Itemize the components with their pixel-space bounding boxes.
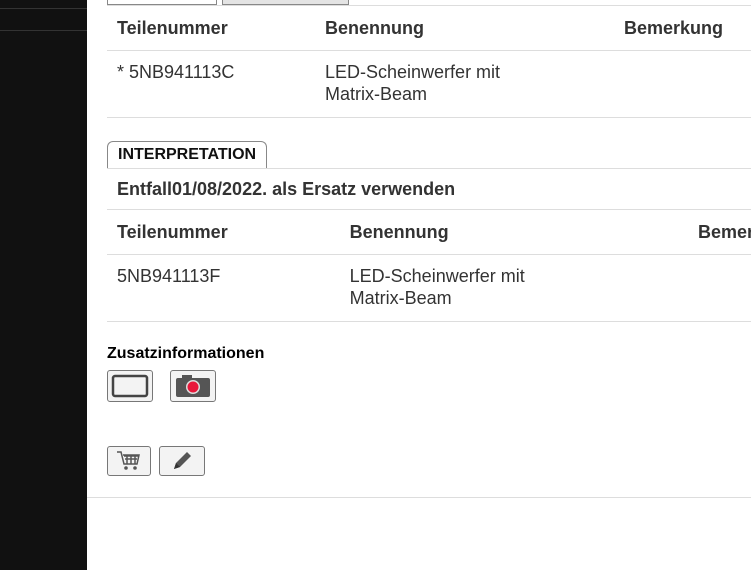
part-name: LED-Scheinwerfer mit Matrix-Beam bbox=[315, 50, 614, 118]
cart-button[interactable] bbox=[107, 446, 151, 476]
main-content: Teilenummer Benennung Bemerkung * 5NB94111… bbox=[87, 0, 751, 498]
part-name: LED-Scheinwerfer mit Matrix-Beam bbox=[339, 254, 688, 322]
top-tab[interactable] bbox=[222, 0, 349, 5]
divider bbox=[0, 8, 87, 9]
top-tab[interactable] bbox=[107, 0, 217, 5]
camera-icon bbox=[176, 375, 210, 397]
remark bbox=[614, 50, 751, 118]
col-header: Bemerkung bbox=[687, 210, 751, 255]
table-row: 5NB941113F LED-Scheinwerfer mit Matrix-Be… bbox=[107, 254, 751, 322]
remark bbox=[687, 254, 751, 322]
col-header: Teilenummer bbox=[107, 210, 340, 255]
interpretation-note: Entfall01/08/2022. als Ersatz verwenden bbox=[117, 179, 456, 199]
extra-info-label: Zusatzinformationen bbox=[107, 345, 265, 362]
edit-button[interactable] bbox=[159, 446, 205, 476]
tab-interpretation[interactable]: INTERPRETATION bbox=[107, 141, 268, 168]
sidebar bbox=[0, 0, 87, 570]
frame-icon bbox=[111, 374, 149, 398]
table-row: * 5NB941113C LED-Scheinwerfer mit Matrix-… bbox=[107, 50, 751, 118]
col-header: Benennung bbox=[339, 210, 688, 255]
frame-button[interactable] bbox=[107, 370, 153, 402]
col-header: Bemerkung bbox=[614, 6, 751, 51]
part-number: 5NB941113F bbox=[107, 254, 340, 322]
col-header: Teilenummer bbox=[107, 6, 315, 51]
cart-icon bbox=[117, 451, 140, 470]
divider bbox=[0, 30, 87, 31]
part-number: * 5NB941113C bbox=[107, 50, 315, 118]
pencil-icon bbox=[174, 452, 191, 469]
col-header: Benennung bbox=[315, 6, 614, 51]
parts-table: Teilenummer Benennung Bemerkung * 5NB94111… bbox=[107, 6, 751, 118]
camera-button[interactable] bbox=[170, 370, 216, 402]
